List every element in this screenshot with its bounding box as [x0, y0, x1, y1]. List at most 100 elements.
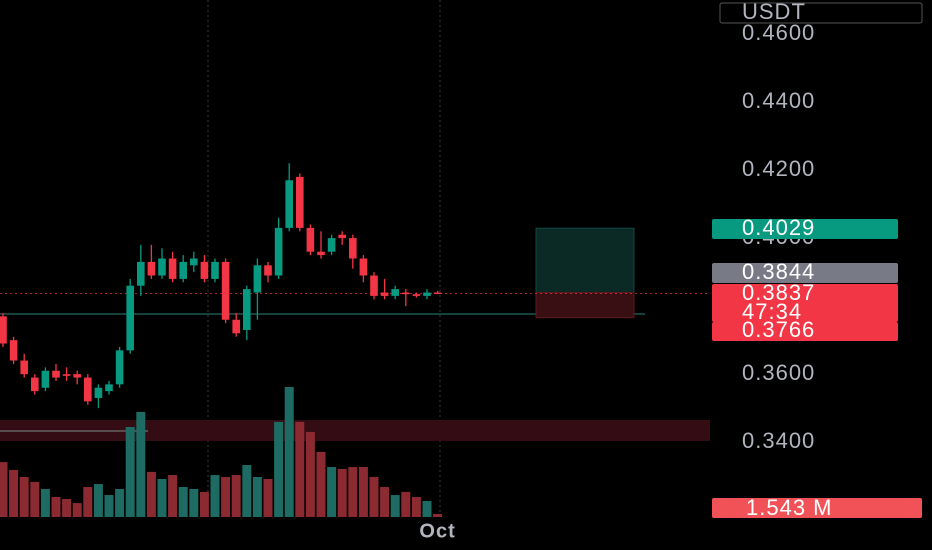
y-tick-label: 0.3400 [742, 428, 815, 453]
volume-bar [157, 478, 167, 517]
price-marker-box [712, 263, 898, 283]
candle-body [359, 258, 368, 276]
volume-bar [9, 469, 19, 517]
candle-body [0, 316, 7, 344]
volume-bar [19, 477, 29, 517]
candle-body [391, 289, 399, 296]
volume-bar [263, 478, 273, 517]
candle-body [168, 258, 177, 279]
price-marker-box [712, 322, 898, 341]
volume-bar [178, 487, 188, 517]
price-marker-label: 0.3844 [742, 259, 815, 284]
candle-body [317, 251, 325, 256]
candle-body [73, 374, 81, 378]
volume-bar [274, 421, 284, 517]
position-profit [535, 227, 635, 294]
volume-bar [199, 491, 209, 517]
price-marker-label: 0.3766 [742, 317, 815, 342]
candle-body [126, 285, 134, 351]
plot [0, 163, 710, 517]
volume-bar [221, 477, 231, 517]
candle-body [105, 384, 113, 392]
volume-bar [348, 467, 358, 517]
candle-body [62, 374, 71, 376]
candle-body [433, 292, 442, 295]
candle-body [52, 370, 60, 378]
y-tick-label: 0.4200 [742, 156, 815, 181]
candle-body [380, 292, 389, 296]
candle-body [94, 387, 103, 398]
candle-body [412, 294, 421, 296]
candle-body [211, 261, 219, 279]
volume-marker-box [712, 498, 922, 518]
volume-bar [401, 491, 411, 517]
y-tick-label: 0.4400 [742, 88, 815, 113]
volume-bar [411, 497, 421, 517]
volume-bar [168, 475, 178, 517]
candle-body [84, 377, 92, 402]
candle-body [243, 289, 251, 330]
volume-bar [422, 500, 432, 517]
volume-bar [72, 503, 82, 517]
candle-body [232, 319, 240, 334]
zone-band [0, 420, 710, 441]
y-tick-label: 0.3600 [742, 360, 815, 385]
x-tick-label: Oct [419, 520, 455, 542]
volume-bar [189, 488, 199, 517]
volume-bar [210, 475, 220, 517]
candle-body [158, 258, 166, 276]
y-tick-label: 0.4600 [742, 20, 815, 45]
volume-marker-label: 1.543 M [746, 495, 833, 520]
volume-bar [93, 484, 103, 517]
volume-bar [433, 513, 443, 517]
candle-body [221, 261, 230, 320]
volume-bar [380, 487, 390, 517]
volume-bar [390, 495, 400, 517]
volume-bar [146, 471, 156, 517]
volume-bar [316, 451, 326, 517]
volume-bar [358, 467, 368, 517]
volume-bar [231, 475, 241, 517]
candle-body [306, 227, 315, 252]
candle-body [327, 238, 336, 252]
candle-body [423, 292, 431, 296]
candle-body [179, 261, 187, 279]
candle-body [190, 258, 198, 266]
candle-body [31, 377, 39, 392]
currency-box [719, 2, 923, 24]
volume-bar [337, 468, 347, 517]
countdown: 47:34 [742, 299, 802, 324]
volume-bar [0, 462, 8, 517]
volume-bar [51, 497, 61, 517]
candle-body [285, 180, 293, 228]
candle-body [338, 234, 346, 239]
volume-bar [104, 495, 114, 517]
volume-bar [30, 481, 40, 517]
candle-body [20, 360, 28, 375]
candle-body [296, 176, 304, 228]
volume-bar [125, 427, 135, 517]
volume-bar [136, 411, 146, 517]
volume-bar [295, 421, 305, 517]
position-loss [535, 292, 635, 319]
currency: USDT [742, 0, 806, 24]
volume-bar [62, 498, 72, 517]
candle-body [264, 265, 272, 276]
candle-body [137, 261, 145, 286]
candle-body [115, 350, 124, 385]
volume-bar [327, 467, 337, 517]
price-marker-box [712, 219, 898, 239]
volume-bar [305, 431, 315, 517]
candle-body [402, 292, 410, 295]
candle-body [370, 275, 378, 296]
volume-bar [115, 488, 125, 517]
volume-bar [369, 477, 379, 517]
volume-bar [242, 465, 252, 517]
candle-body [274, 227, 283, 276]
volume-bar [83, 487, 93, 517]
price-marker-label: 0.3837 [742, 280, 815, 305]
candle-body [9, 340, 18, 361]
candle-body [200, 261, 209, 279]
